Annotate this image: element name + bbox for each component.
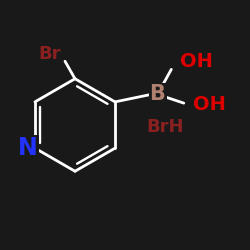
Text: BrH: BrH <box>146 118 184 136</box>
Text: N: N <box>18 136 37 160</box>
Text: OH: OH <box>180 52 213 71</box>
Text: B: B <box>150 84 166 104</box>
Text: OH: OH <box>192 95 226 114</box>
Text: Br: Br <box>39 45 61 63</box>
